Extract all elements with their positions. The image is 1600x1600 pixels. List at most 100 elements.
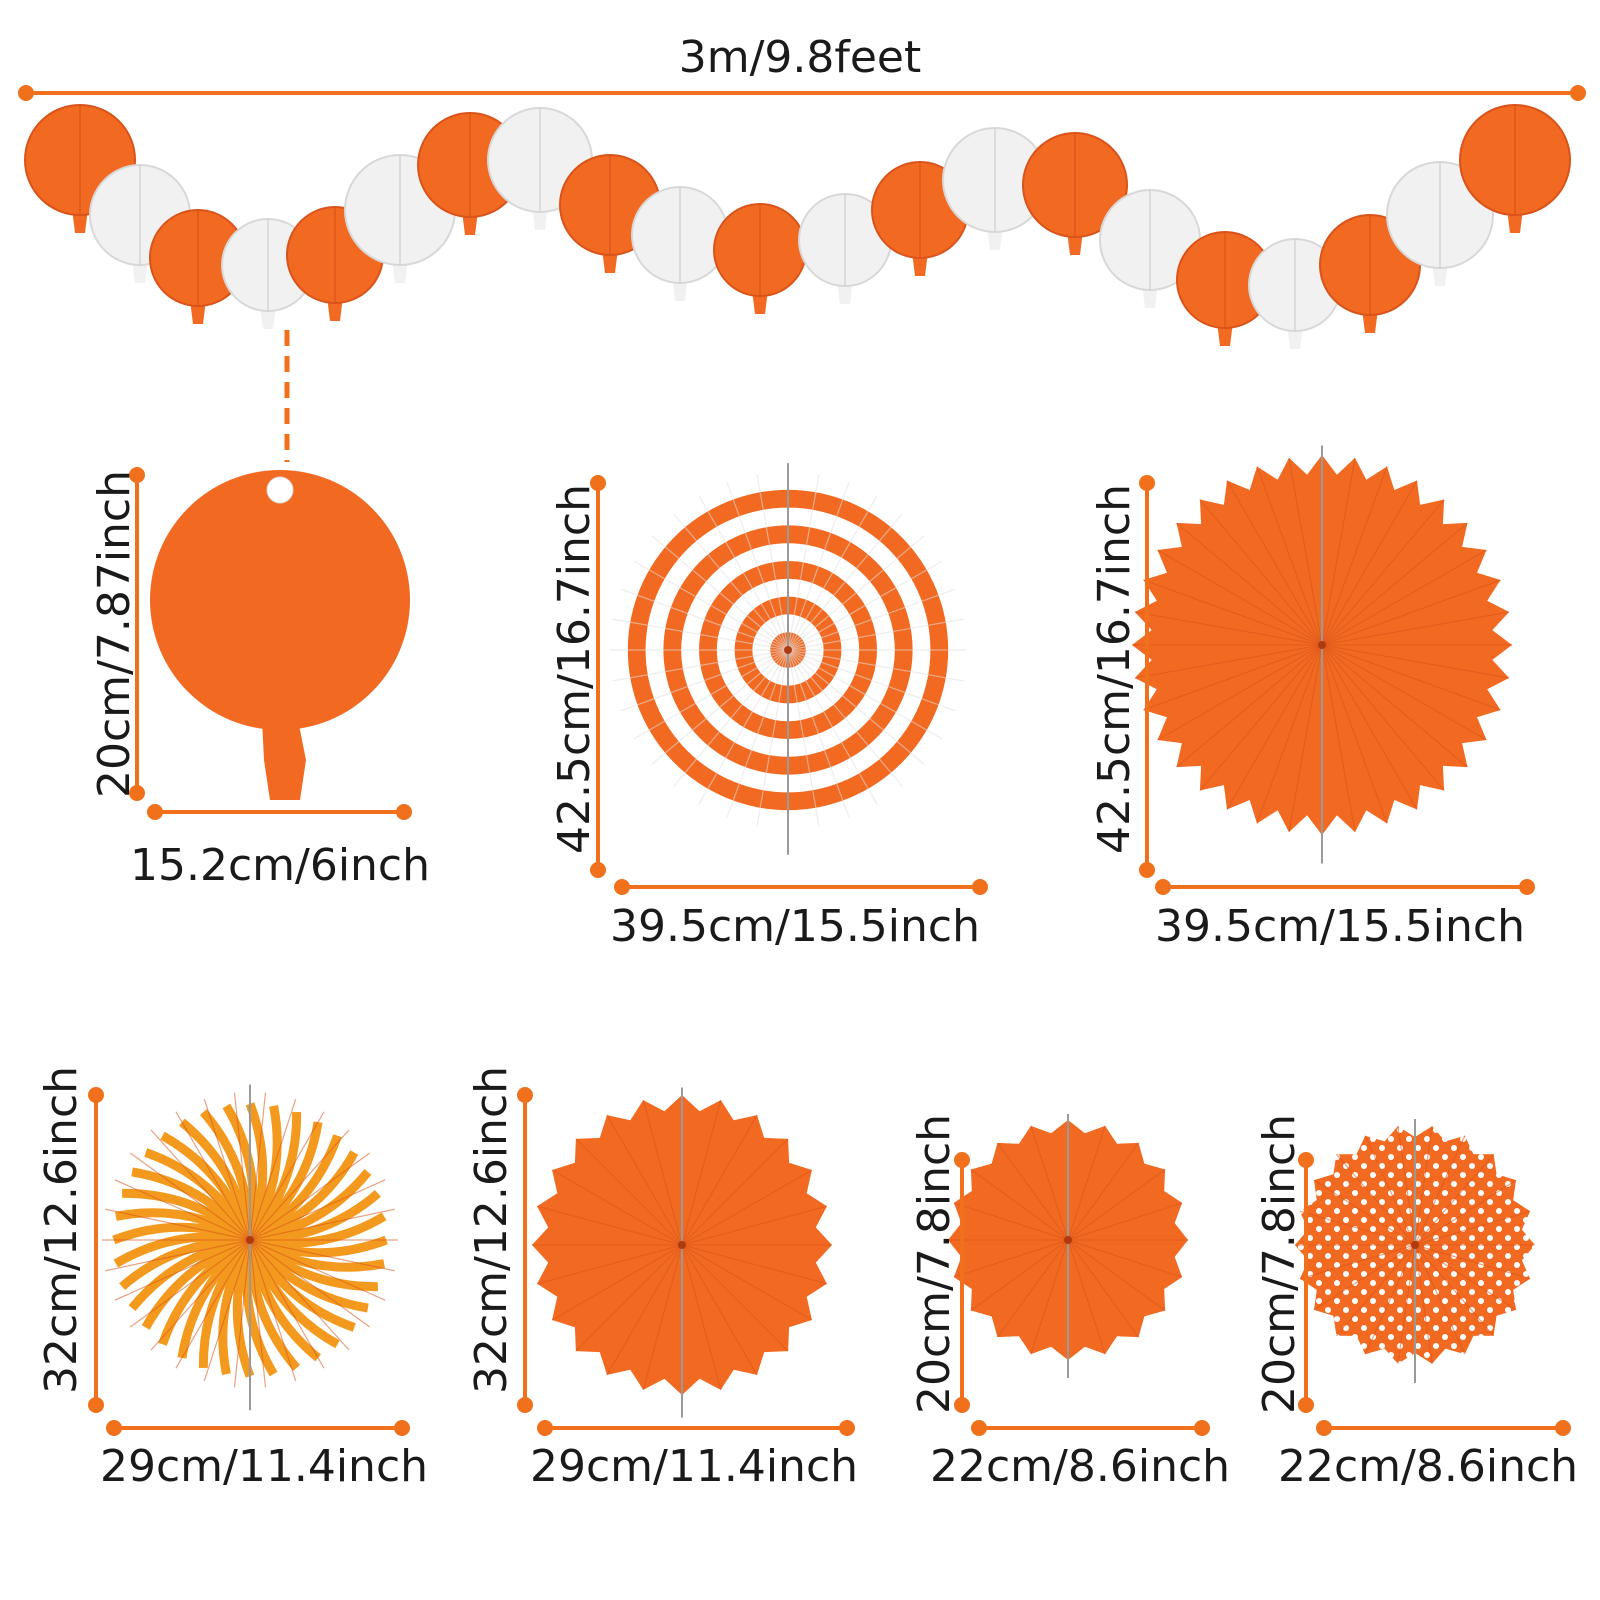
fan-pleat: [1067, 1169, 1166, 1241]
fan-pleat: [787, 649, 820, 826]
fan-pleat: [756, 649, 789, 826]
fan-pleat: [681, 1244, 722, 1391]
fan-polka-small-width-label: 22cm/8.6inch: [1278, 1441, 1579, 1492]
fan-pleat: [970, 1239, 1069, 1311]
dimension-line: [1139, 475, 1155, 878]
dimension-endpoint: [590, 862, 606, 878]
fan-pleat: [1134, 611, 1323, 646]
fan-center: [1411, 1241, 1419, 1249]
fan-pleat: [249, 1239, 325, 1369]
fan-pleat: [1335, 1244, 1416, 1337]
fan-pleat: [1030, 1239, 1069, 1355]
balloon-width-label: 15.2cm/6inch: [129, 840, 431, 891]
fan-pleat: [1321, 644, 1418, 810]
fan-center: [678, 1241, 686, 1249]
dimension-line: [1298, 1152, 1314, 1413]
fan-solid-medium: [532, 1087, 832, 1418]
fan-pleat: [536, 1244, 683, 1285]
fan-pleat: [1414, 1244, 1531, 1280]
fan-pleat: [233, 1239, 251, 1388]
dimension-endpoint: [1298, 1397, 1314, 1413]
fan-pleat: [575, 1244, 683, 1352]
fan-pleat: [787, 513, 903, 651]
fan-pleat: [787, 618, 964, 651]
fan-pleat: [756, 474, 789, 651]
fan-pleat: [1414, 1135, 1466, 1246]
garland-balloon-orange: [1459, 104, 1571, 233]
fan-solid-large-height-label: 42.5cm/16.7inch: [1089, 484, 1140, 855]
balloon-cutout-tail: [262, 720, 306, 800]
garland-balloon-orange: [713, 203, 807, 314]
fan-pleat: [673, 649, 789, 787]
fan-pleat: [787, 482, 850, 651]
dimension-endpoint: [1194, 1420, 1210, 1436]
fan-pleat: [575, 1138, 683, 1246]
fan-pleat: [129, 1239, 251, 1328]
fan-pleat: [150, 1129, 251, 1241]
garland-line-endpoint: [18, 85, 34, 101]
fan-pleat: [1414, 1153, 1495, 1246]
fan-pleat: [1288, 644, 1323, 833]
fan-striped-large-width-label: 39.5cm/15.5inch: [609, 901, 980, 952]
fan-pleat: [651, 649, 789, 765]
fan-pleat: [1299, 1244, 1416, 1280]
dimension-endpoint: [1519, 879, 1535, 895]
fan-solid-medium-height-label: 32cm/12.6inch: [466, 1065, 517, 1394]
fan-pleat: [1414, 1179, 1517, 1246]
garland-length-label: 3m/9.8feet: [678, 32, 922, 83]
fan-solid-medium-width-label: 29cm/11.4inch: [530, 1441, 859, 1492]
fan-pleat: [698, 495, 789, 651]
fan-pleat: [953, 1202, 1069, 1241]
dimension-endpoint: [1298, 1152, 1314, 1168]
fan-striped-large-height-label: 42.5cm/16.7inch: [549, 484, 600, 855]
dimension-line: [517, 1087, 533, 1413]
dimension-endpoint: [517, 1397, 533, 1413]
dimension-endpoint: [1139, 475, 1155, 491]
fan-swirl-medium-width-label: 29cm/11.4inch: [100, 1441, 429, 1492]
fan-pleat: [1321, 644, 1510, 679]
fan-pleat: [1321, 644, 1356, 833]
fan-pleat: [612, 649, 789, 682]
fan-center: [1064, 1236, 1072, 1244]
garland-balloon-orange: [1022, 132, 1128, 255]
fan-swirl-medium: [102, 1084, 398, 1411]
fan-pleat: [551, 1244, 683, 1321]
dimension-endpoint: [839, 1420, 855, 1436]
fan-pleat: [606, 1244, 683, 1376]
fan-solid-small-height-label: 20cm/7.8inch: [909, 1113, 960, 1414]
dimension-line: [1316, 1420, 1571, 1436]
dimension-endpoint: [88, 1397, 104, 1413]
fan-pleat: [536, 1205, 683, 1246]
fan-pleat: [1321, 499, 1445, 646]
fan-pleat: [1067, 1125, 1106, 1241]
fan-pleat: [681, 1244, 789, 1352]
fan-pleat: [1067, 1239, 1183, 1278]
fan-pleat: [633, 649, 789, 740]
fan-pleat: [1414, 1244, 1433, 1364]
fan-pleat: [1256, 644, 1323, 824]
fan-pleat: [1321, 457, 1356, 646]
fan-pleat: [249, 1208, 395, 1241]
fan-pleat: [787, 649, 964, 682]
fan-pleat: [1321, 644, 1487, 741]
fan-pleat: [114, 1239, 251, 1301]
fan-pleat: [620, 588, 789, 651]
fan-pleat: [1299, 1210, 1416, 1246]
dimension-endpoint: [129, 785, 145, 801]
dimension-endpoint: [971, 1420, 987, 1436]
fan-pleat: [787, 649, 878, 805]
fan-pleat: [1067, 1202, 1183, 1241]
fan-pleat: [1321, 644, 1445, 791]
fan-pleat: [1414, 1210, 1531, 1246]
dimension-line: [614, 879, 988, 895]
fan-pleat: [249, 1179, 386, 1241]
fan-pleat: [1364, 1135, 1416, 1246]
fan-pleat: [175, 1239, 251, 1369]
fan-pleat: [787, 649, 850, 818]
fan-pleat: [105, 1208, 251, 1241]
fan-pleat: [1335, 1153, 1416, 1246]
fan-pleat: [249, 1099, 297, 1241]
fan-pleat: [681, 1114, 758, 1246]
